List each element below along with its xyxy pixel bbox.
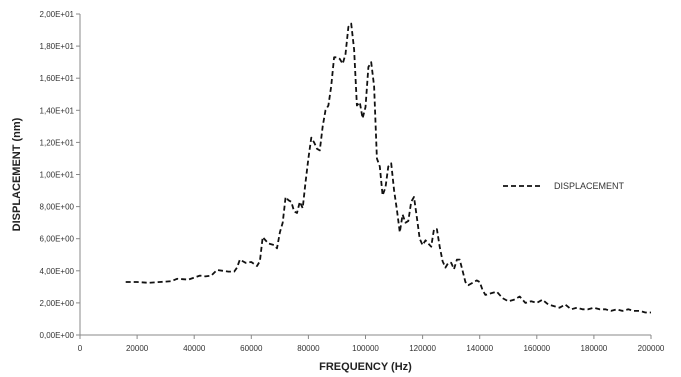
y-tick-label: 4,00E+00: [40, 267, 75, 276]
y-tick-label: 1,20E+01: [40, 138, 75, 147]
y-tick-label: 0,00E+00: [40, 331, 75, 340]
series-line-displacement: [125, 22, 651, 314]
y-tick-label: 2,00E+00: [40, 299, 75, 308]
y-tick-label: 8,00E+00: [40, 203, 75, 212]
x-tick-label: 0: [78, 344, 83, 353]
x-tick-label: 100000: [352, 344, 379, 353]
y-tick-label: 2,00E+01: [40, 10, 75, 19]
x-tick-label: 120000: [409, 344, 436, 353]
x-axis: 0 20000 40000 60000 80000 100000 120000 140000 1…: [78, 334, 665, 353]
y-tick-label: 6,00E+00: [40, 235, 75, 244]
y-tick-label: 1,00E+01: [40, 171, 75, 180]
x-tick-label: 200000: [638, 344, 665, 353]
x-axis-title: FREQUENCY (Hz): [319, 361, 412, 373]
y-axis-title: DISPLACEMENT (nm): [11, 117, 23, 231]
series-group: [125, 22, 651, 314]
y-tick-label: 1,40E+01: [40, 106, 75, 115]
x-tick-label: 60000: [240, 344, 263, 353]
legend-label-displacement: DISPLACEMENT: [554, 181, 625, 191]
legend: DISPLACEMENT: [503, 181, 625, 191]
y-tick-label: 1,80E+01: [40, 42, 75, 51]
x-tick-label: 20000: [126, 344, 149, 353]
x-tick-label: 140000: [466, 344, 493, 353]
x-tick-label: 180000: [581, 344, 608, 353]
y-tick-label: 1,60E+01: [40, 74, 75, 83]
x-tick-label: 160000: [523, 344, 550, 353]
x-tick-label: 40000: [183, 344, 206, 353]
y-axis: 0,00E+00 2,00E+00 4,00E+00 6,00E+00 8,00E+00…: [40, 10, 81, 340]
x-tick-label: 80000: [297, 344, 320, 353]
